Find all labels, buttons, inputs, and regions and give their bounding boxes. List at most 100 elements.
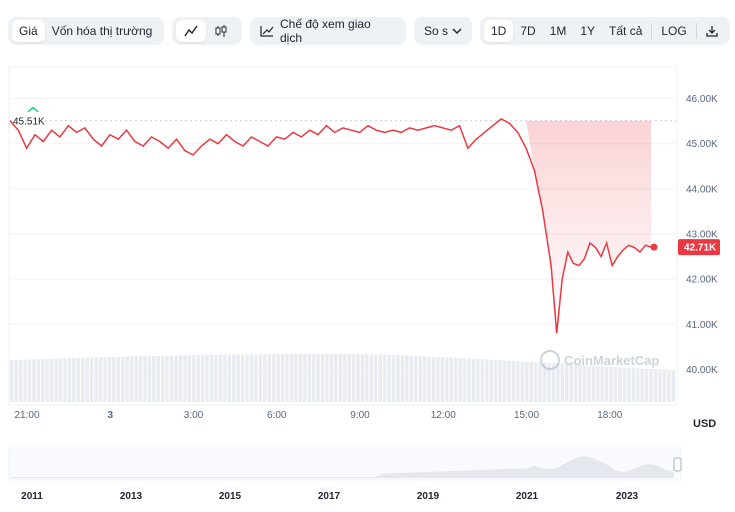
navigator-year-label: 2015 [219,491,242,502]
volume-bar [27,359,32,402]
volume-bar [462,358,467,402]
volume-bar [582,365,587,402]
volume-bar [10,360,14,402]
current-price-badge [678,239,720,256]
navigator-year-label: 2011 [21,491,43,502]
volume-bar [449,357,453,402]
volume-bar [320,354,325,402]
navigator-year-label: 2021 [516,491,539,502]
range-7d-button[interactable]: 7D [520,24,536,38]
tab-market-cap[interactable]: Vốn hóa thị trường [51,24,153,38]
x-tick-label: 9:00 [350,410,370,421]
tab-price[interactable]: Giá [12,20,45,42]
volume-bar [374,354,378,402]
download-button[interactable] [699,20,726,42]
range-1d-button[interactable]: 1D [484,20,514,42]
volume-bar [165,355,169,402]
volume-bar [560,363,564,402]
volume-bar [618,367,622,402]
volume-bar [85,357,89,402]
volume-bar [209,354,214,402]
download-icon [706,26,718,37]
volume-bar [529,362,533,402]
volume-bar [138,356,143,402]
volume-bar [365,354,369,402]
volume-bar [467,358,471,402]
volume-bar [542,362,547,402]
volume-bar [613,367,618,402]
trading-view-button[interactable]: Chế độ xem giao dịch [250,17,406,45]
volume-bar [45,358,49,402]
volume-bar [476,359,480,402]
line-chart-button[interactable] [176,20,206,42]
volume-bar [480,359,485,402]
range-all-button[interactable]: Tất cả [609,24,643,38]
volume-bar [640,368,644,402]
y-tick-label: 40.00K [686,365,718,376]
x-tick-label: 21:00 [14,410,39,421]
volume-bar [485,359,489,402]
compare-dropdown[interactable]: So s [414,17,472,45]
open-price-label: 45.51K [13,117,45,128]
volume-bar [440,357,445,402]
range-1y-button[interactable]: 1Y [580,24,596,38]
volume-bar [156,355,160,402]
volume-bar [205,354,209,402]
volume-bar [378,354,382,402]
volume-bar [103,357,107,402]
volume-bar [507,360,511,402]
y-tick-label: 41.00K [686,320,718,331]
chevron-down-icon [452,28,462,35]
navigator-year-label: 2017 [318,491,341,502]
volume-bar [214,354,218,402]
candlestick-button[interactable] [206,20,236,42]
x-tick-label: 18:00 [597,410,622,421]
volume-bar [107,357,112,402]
y-tick-label: 44.00K [686,184,718,195]
volume-bar [289,354,294,402]
volume-bar [218,354,223,402]
volume-bar [525,361,529,402]
volume-bar [32,359,36,402]
volume-bar [556,363,560,402]
volume-bar [351,354,356,402]
volume-bar [636,368,640,402]
x-tick-label: 12:00 [431,410,456,421]
volume-bar [511,360,516,402]
currency-label: USD [693,418,716,430]
navigator-handle[interactable] [673,457,682,472]
volume-bar [565,364,569,402]
volume-bar [569,364,573,402]
log-scale-button[interactable]: LOG [661,24,687,38]
volume-bar [422,356,427,402]
volume-bar [174,355,178,402]
volume-bar [121,356,125,402]
volume-bar [538,362,542,402]
volume-bar [520,361,525,402]
volume-bar [303,354,307,402]
volume-bar [254,354,258,402]
volume-bar [400,355,405,402]
volume-bar [409,355,414,402]
volume-bar [49,358,54,402]
volume-bar [396,355,400,402]
volume-bar [662,370,667,402]
volume-bar [631,368,636,402]
volume-bar [258,354,263,402]
volume-bar [147,356,152,402]
volume-bar [187,355,192,402]
drop-area-fill [526,120,651,334]
volume-bar [81,357,85,402]
volume-bar [418,356,422,402]
volume-bar [600,366,604,402]
range-1m-button[interactable]: 1M [549,24,567,38]
x-tick-label: 3 [107,410,113,421]
volume-bar [183,355,187,402]
volume-bar [493,359,498,402]
volume-bar [14,359,18,402]
volume-bar [307,354,311,402]
volume-bar [280,354,285,402]
volume-bar [23,359,27,402]
volume-bar [334,354,338,402]
